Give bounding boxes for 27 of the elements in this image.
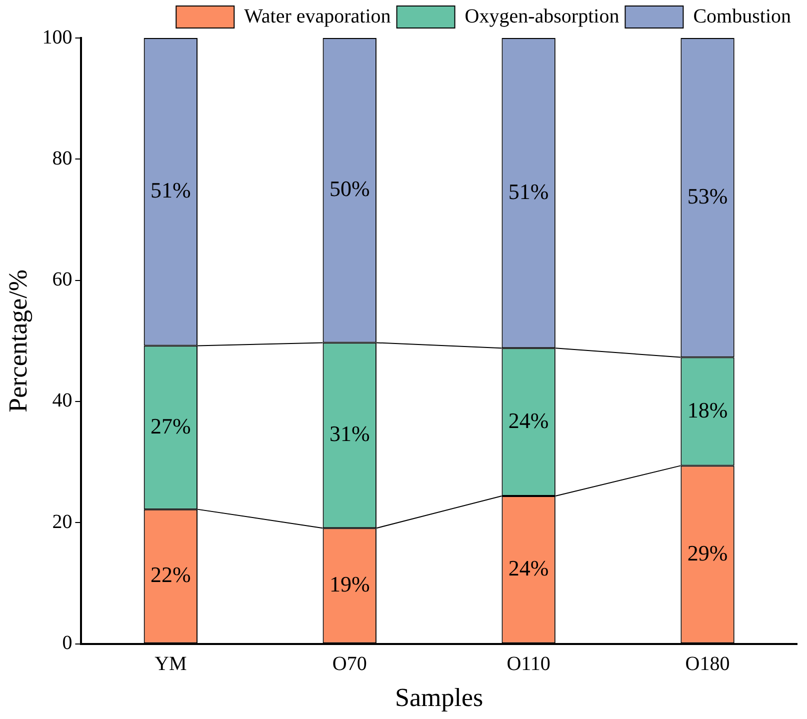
y-axis-title: Percentage/%	[3, 269, 32, 412]
data-label: 22%	[150, 562, 191, 588]
legend-label: Water evaporation	[244, 5, 391, 28]
x-tick-label: YM	[154, 653, 187, 676]
data-label: 53%	[687, 183, 728, 208]
y-tick-label: 60	[52, 268, 72, 291]
y-tick-label: 20	[52, 510, 72, 533]
legend-label: Oxygen-absorption	[464, 5, 620, 28]
legend-label: Combustion	[693, 5, 792, 28]
y-tick-label: 0	[62, 632, 72, 654]
data-label: 50%	[329, 176, 370, 202]
x-tick-label: O70	[332, 653, 367, 676]
x-tick-label: O110	[506, 653, 550, 676]
x-tick-label: O180	[685, 653, 730, 676]
data-label: 27%	[150, 413, 191, 438]
y-tick-label: 100	[42, 26, 72, 48]
data-label: 51%	[508, 178, 549, 204]
data-label: 29%	[687, 540, 728, 566]
data-label: 51%	[150, 178, 191, 203]
data-label: 24%	[508, 408, 549, 433]
y-tick-label: 40	[52, 390, 72, 412]
x-axis-title: Samples	[395, 683, 484, 712]
y-tick-label: 80	[52, 147, 72, 170]
data-label: 31%	[329, 421, 370, 446]
data-label: 19%	[329, 571, 370, 596]
data-label: 24%	[508, 555, 549, 580]
data-label: 18%	[687, 397, 728, 422]
